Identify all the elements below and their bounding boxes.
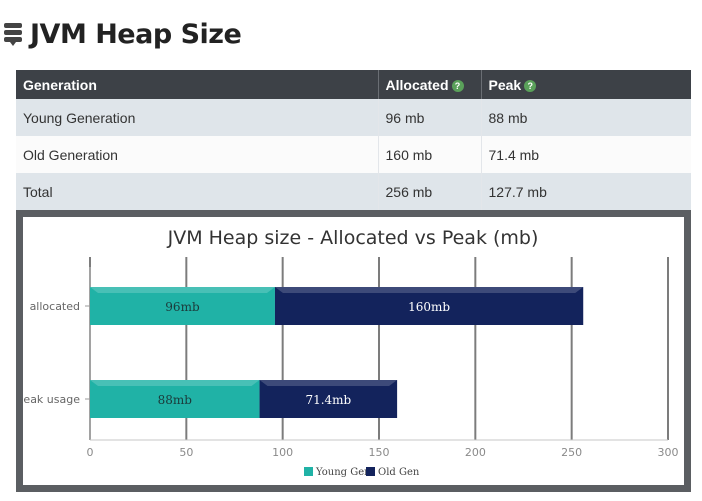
heap-size-table: Generation Allocated? Peak? Young Genera…: [16, 70, 691, 210]
heap-chart: JVM Heap size - Allocated vs Peak (mb) 0…: [23, 227, 679, 478]
page-title: JVM Heap Size: [30, 18, 242, 50]
x-tick-label: 250: [561, 446, 582, 459]
category-label: peak usage: [23, 393, 80, 406]
generation-cell: Young Generation: [16, 99, 379, 136]
data-label: 96mb: [165, 300, 200, 314]
bar-young-gen: [90, 380, 260, 418]
bar-old-gen: [274, 287, 584, 325]
generation-cell: Total: [16, 173, 379, 210]
data-label: 160mb: [408, 300, 450, 314]
legend-label: Young Gen: [315, 467, 371, 478]
peak-cell: 88 mb: [481, 99, 691, 136]
table-row: Total 256 mb 127.7 mb: [16, 173, 691, 210]
table-row: Old Generation 160 mb 71.4 mb: [16, 136, 691, 173]
x-tick-label: 300: [658, 446, 679, 459]
table-row: Young Generation 96 mb 88 mb: [16, 99, 691, 136]
bar-young-gen: [90, 287, 275, 325]
data-label: 88mb: [158, 393, 193, 407]
chart-title: JVM Heap size - Allocated vs Peak (mb): [167, 227, 539, 249]
chart-panel: JVM Heap size - Allocated vs Peak (mb) 0…: [23, 217, 684, 485]
x-tick-label: 0: [87, 446, 94, 459]
help-icon[interactable]: ?: [524, 79, 537, 92]
bar-old-gen: [259, 380, 398, 418]
database-icon: [4, 23, 22, 46]
table-header-row: Generation Allocated? Peak?: [16, 70, 691, 99]
peak-cell: 127.7 mb: [481, 173, 691, 210]
allocated-cell: 160 mb: [378, 136, 482, 173]
column-header-generation: Generation: [16, 70, 379, 99]
x-tick-label: 100: [272, 446, 293, 459]
column-header-allocated: Allocated?: [378, 70, 482, 99]
peak-cell: 71.4 mb: [481, 136, 691, 173]
chart-frame: JVM Heap size - Allocated vs Peak (mb) 0…: [16, 210, 691, 492]
page-heading: JVM Heap Size: [3, 14, 242, 54]
generation-cell: Old Generation: [16, 136, 379, 173]
x-tick-label: 50: [179, 446, 193, 459]
x-tick-label: 200: [465, 446, 486, 459]
bar-highlight: [259, 380, 398, 386]
legend-swatch: [304, 467, 313, 476]
allocated-cell: 96 mb: [378, 99, 482, 136]
legend-label: Old Gen: [378, 467, 420, 478]
column-header-peak: Peak?: [481, 70, 691, 99]
data-label: 71.4mb: [305, 393, 351, 407]
bar-highlight: [274, 287, 584, 293]
allocated-cell: 256 mb: [378, 173, 482, 210]
x-tick-label: 150: [369, 446, 390, 459]
category-label: allocated: [30, 300, 80, 313]
bar-highlight: [90, 380, 260, 386]
bar-highlight: [90, 287, 275, 293]
legend-swatch: [366, 467, 375, 476]
help-icon[interactable]: ?: [451, 79, 464, 92]
